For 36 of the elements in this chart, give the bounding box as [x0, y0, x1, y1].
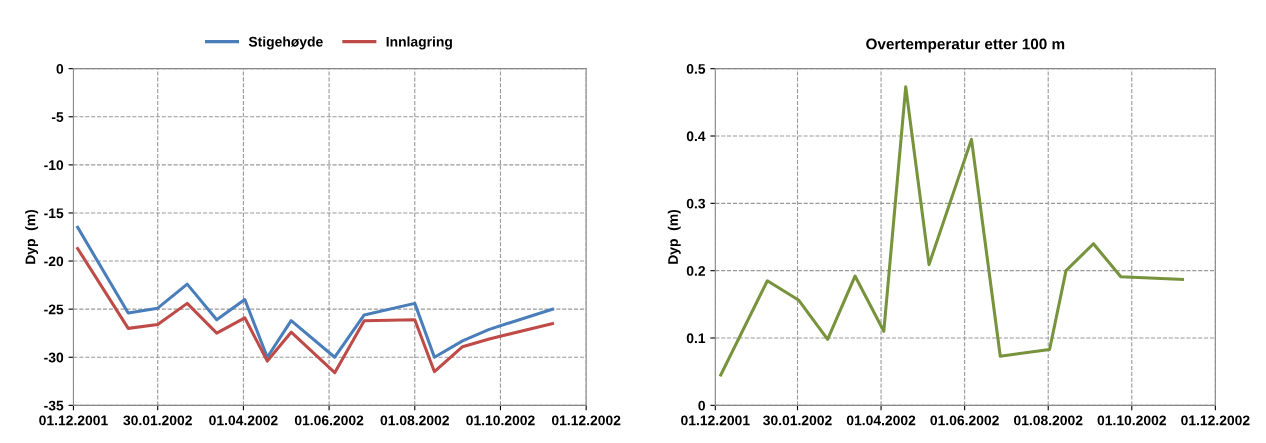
x-tick-label: 01.06.2002	[930, 415, 999, 426]
legend-label: Innlagring	[386, 36, 452, 50]
x-tick-label: 01.08.2002	[1014, 415, 1083, 426]
y-tick-label: -30	[44, 352, 64, 363]
y-tick-label: -10	[44, 160, 64, 171]
y-tick-label: 0.1	[686, 333, 706, 344]
x-tick-label: 01.12.2001	[681, 415, 750, 426]
x-tick-label: 01.12.2001	[39, 415, 108, 426]
x-tick-label: 01.12.2002	[1181, 415, 1250, 426]
x-tick-label: 01.10.2002	[1097, 415, 1166, 426]
y-tick-label: -25	[44, 304, 64, 315]
x-tick-label: 01.10.2002	[466, 415, 535, 426]
x-tick-label: 30.01.2002	[763, 415, 832, 426]
y-tick-label: 0.5	[686, 64, 706, 74]
line-series	[719, 85, 1185, 377]
line-series	[76, 247, 554, 375]
x-tick-label: 01.06.2002	[294, 415, 364, 426]
y-tick-label: 0	[698, 400, 705, 411]
y-tick-label: -35	[44, 400, 64, 411]
x-tick-label: 30.01.2002	[123, 415, 192, 426]
x-tick-label: 01.04.2002	[846, 415, 916, 426]
y-tick-label: 0.4	[686, 131, 706, 142]
y-tick-label: 0	[56, 64, 64, 74]
y-tick-label: 0.2	[686, 266, 706, 276]
line-series	[76, 225, 554, 359]
y-tick-label: 0.3	[686, 198, 706, 209]
y-axis-title: Dyp (m)	[25, 209, 39, 264]
chart-title: Overtemperatur etter 100 m	[866, 38, 1065, 53]
y-tick-label: -15	[44, 208, 64, 219]
y-tick-label: -5	[51, 112, 64, 122]
y-tick-label: -20	[44, 256, 64, 267]
x-tick-label: 01.04.2002	[209, 415, 278, 426]
x-tick-label: 01.12.2002	[551, 415, 621, 426]
x-tick-label: 01.08.2002	[380, 415, 449, 426]
y-axis-title: Dyp (m)	[667, 209, 681, 264]
legend-label: Stigehøyde	[248, 36, 323, 50]
